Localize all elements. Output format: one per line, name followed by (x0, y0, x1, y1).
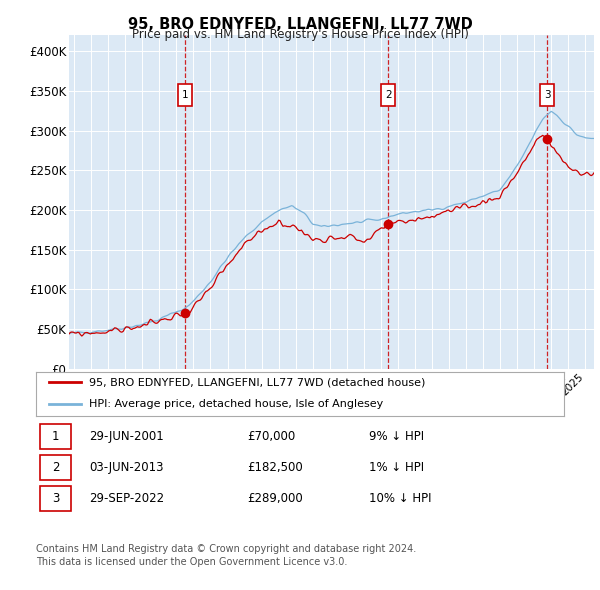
Text: 2: 2 (385, 90, 391, 100)
Text: 29-SEP-2022: 29-SEP-2022 (89, 492, 164, 505)
Text: £70,000: £70,000 (247, 430, 295, 443)
FancyBboxPatch shape (40, 486, 71, 512)
Text: £289,000: £289,000 (247, 492, 303, 505)
Text: £182,500: £182,500 (247, 461, 303, 474)
Text: 9% ↓ HPI: 9% ↓ HPI (368, 430, 424, 443)
Text: 1% ↓ HPI: 1% ↓ HPI (368, 461, 424, 474)
Text: 29-JUN-2001: 29-JUN-2001 (89, 430, 164, 443)
Text: 95, BRO EDNYFED, LLANGEFNI, LL77 7WD (detached house): 95, BRO EDNYFED, LLANGEFNI, LL77 7WD (de… (89, 378, 425, 387)
Text: Price paid vs. HM Land Registry's House Price Index (HPI): Price paid vs. HM Land Registry's House … (131, 28, 469, 41)
FancyBboxPatch shape (40, 455, 71, 480)
Text: 3: 3 (544, 90, 550, 100)
Text: 1: 1 (52, 430, 59, 443)
Text: Contains HM Land Registry data © Crown copyright and database right 2024.
This d: Contains HM Land Registry data © Crown c… (36, 544, 416, 567)
FancyBboxPatch shape (381, 84, 395, 106)
Text: HPI: Average price, detached house, Isle of Anglesey: HPI: Average price, detached house, Isle… (89, 399, 383, 409)
Text: 10% ↓ HPI: 10% ↓ HPI (368, 492, 431, 505)
Text: 03-JUN-2013: 03-JUN-2013 (89, 461, 163, 474)
Text: 1: 1 (181, 90, 188, 100)
FancyBboxPatch shape (40, 424, 71, 449)
Text: 2: 2 (52, 461, 59, 474)
FancyBboxPatch shape (540, 84, 554, 106)
FancyBboxPatch shape (178, 84, 192, 106)
Text: 3: 3 (52, 492, 59, 505)
Text: 95, BRO EDNYFED, LLANGEFNI, LL77 7WD: 95, BRO EDNYFED, LLANGEFNI, LL77 7WD (128, 17, 472, 31)
